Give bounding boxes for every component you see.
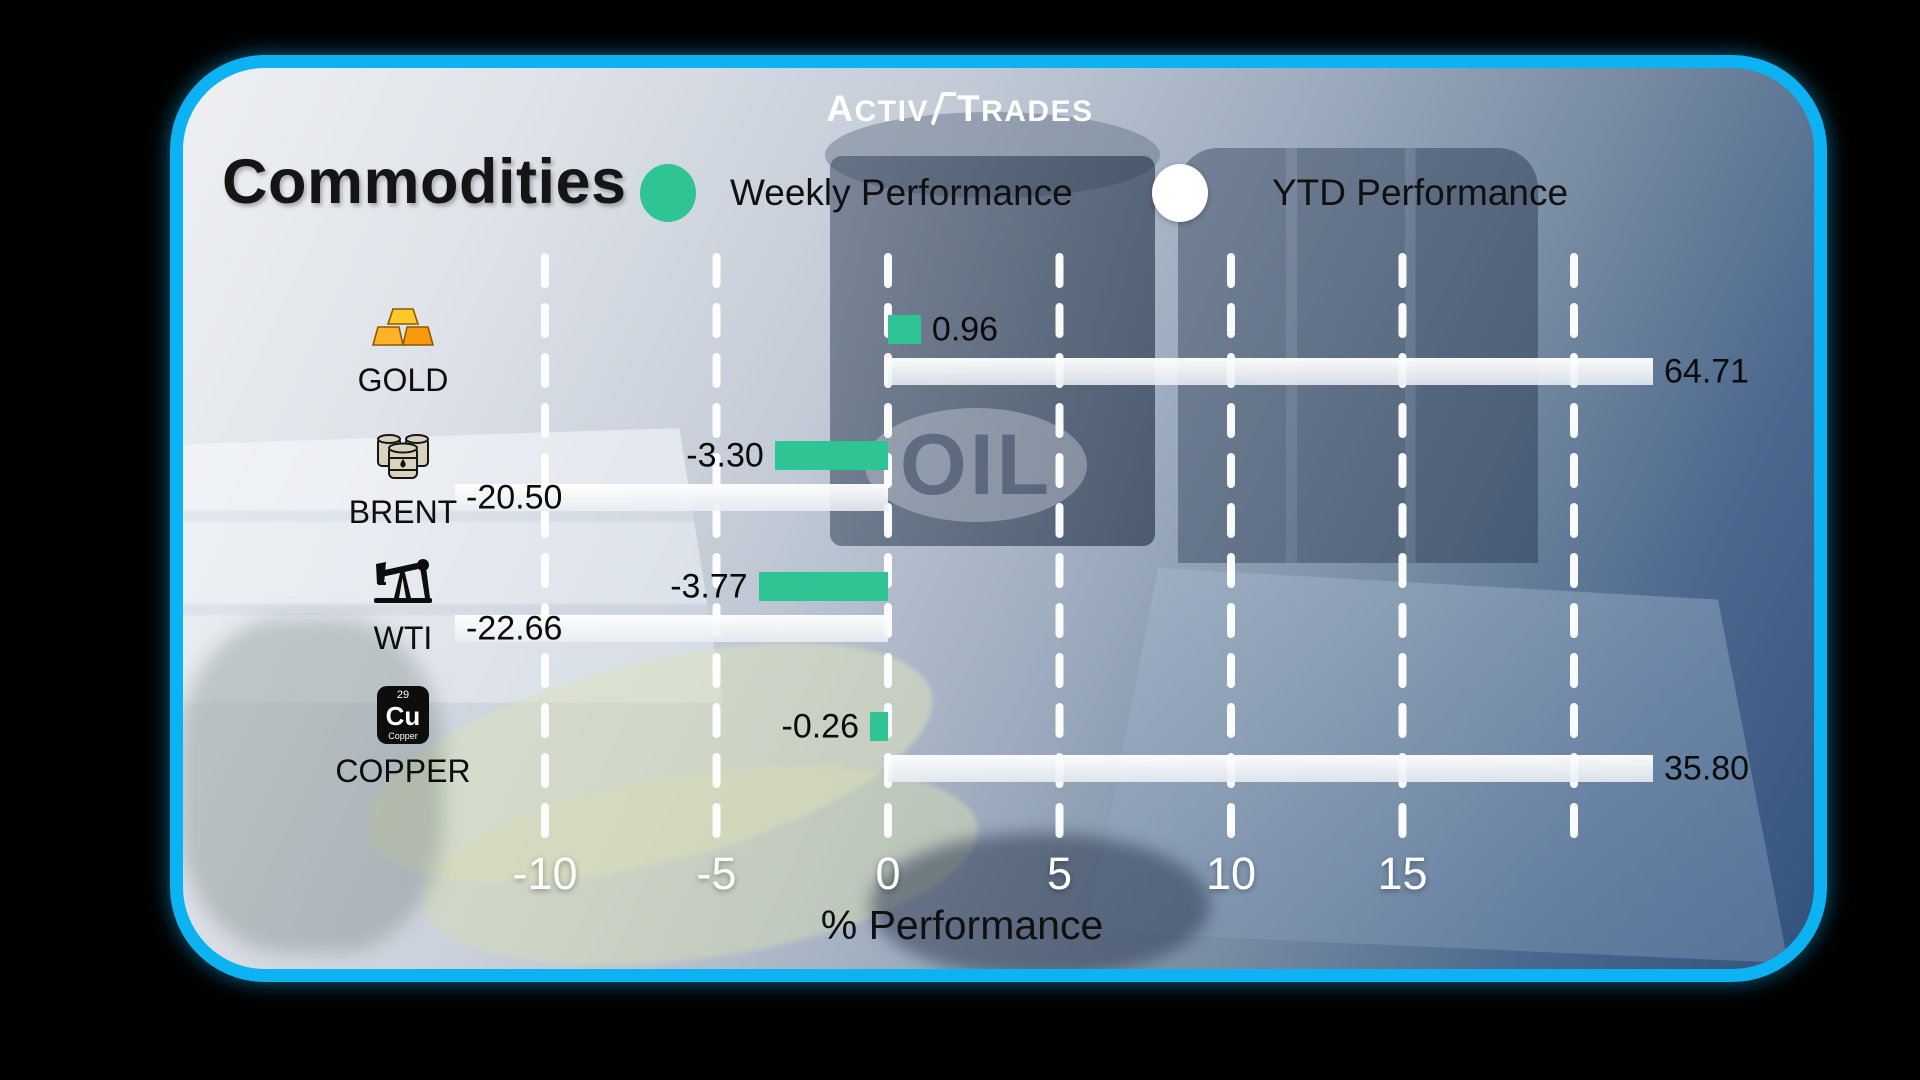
bg-gold-ingot-right [1088, 568, 1788, 963]
x-axis-title: % Performance [820, 902, 1104, 948]
row-label-copper: COPPER [335, 753, 471, 789]
weekly-legend-label: Weekly Performance [730, 172, 1073, 213]
oil-pump-icon [370, 554, 436, 611]
oil-watermark-text: OIL [899, 416, 1053, 513]
logo-prefix: Activ [826, 88, 929, 129]
x-tick-10: 10 [1205, 848, 1257, 899]
gold-bars-icon [371, 306, 435, 353]
x-tick-5: 5 [1046, 848, 1073, 899]
activtrades-logo: Activ Trades [0, 88, 1920, 130]
copper-element-icon: 29 Cu Copper [377, 686, 429, 744]
x-tick-15: 15 [1377, 848, 1428, 899]
copper-name: Copper [388, 730, 418, 741]
row-head-wti: WTI [318, 554, 488, 657]
ytd-legend-dot [1152, 164, 1208, 222]
row-label-gold: GOLD [357, 362, 449, 398]
row-head-gold: GOLD [318, 306, 488, 399]
oil-watermark: OIL [865, 408, 1087, 522]
page-title: Commodities [222, 147, 627, 217]
radical-slash-icon [930, 92, 957, 125]
x-tick--10: -10 [512, 848, 578, 899]
x-tick--5: -5 [696, 848, 737, 899]
copper-symbol: Cu [385, 700, 421, 731]
row-label-wti: WTI [373, 620, 433, 656]
row-label-brent: BRENT [348, 494, 458, 530]
oil-barrels-icon [374, 432, 432, 485]
logo-suffix: Trades [956, 88, 1094, 129]
x-tick-0: 0 [875, 848, 901, 899]
row-head-brent: BRENT [318, 432, 488, 531]
ytd-legend-label: YTD Performance [1272, 172, 1569, 213]
weekly-legend-dot [640, 164, 696, 222]
row-head-copper: 29 Cu Copper COPPER [318, 686, 488, 790]
copper-atomic-number: 29 [396, 688, 410, 701]
